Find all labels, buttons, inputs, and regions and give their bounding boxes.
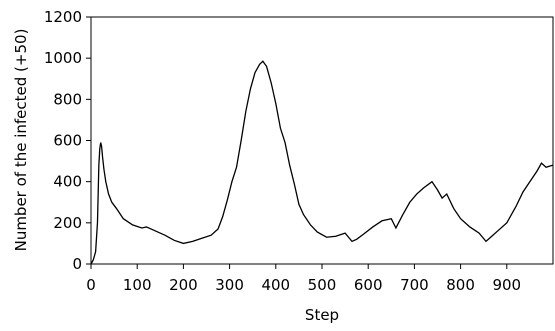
y-tick-label: 0 xyxy=(72,255,82,273)
y-tick-label: 1200 xyxy=(44,8,82,26)
x-tick-label: 0 xyxy=(86,276,96,294)
y-axis: 0 200 400 600 800 1000 1200 xyxy=(44,8,91,273)
series-line xyxy=(90,60,553,265)
y-tick-label: 200 xyxy=(53,214,82,232)
x-tick-label: 900 xyxy=(492,276,521,294)
x-tick-label: 200 xyxy=(169,276,198,294)
y-tick-label: 400 xyxy=(53,173,82,191)
x-tick-label: 400 xyxy=(261,276,290,294)
x-axis: 0 100 200 300 400 500 600 700 800 900 xyxy=(86,264,521,294)
x-tick-label: 700 xyxy=(400,276,429,294)
plot-area-frame xyxy=(90,16,554,265)
x-tick-label: 300 xyxy=(215,276,244,294)
y-tick-label: 600 xyxy=(53,132,82,150)
x-tick-label: 100 xyxy=(123,276,152,294)
x-tick-label: 500 xyxy=(308,276,337,294)
x-tick-label: 800 xyxy=(446,276,475,294)
y-axis-title: Number of the infected (+50) xyxy=(12,29,30,252)
x-tick-label: 600 xyxy=(354,276,383,294)
y-tick-label: 1000 xyxy=(44,49,82,67)
y-tick-label: 800 xyxy=(53,90,82,108)
x-axis-title: Step xyxy=(305,306,339,324)
